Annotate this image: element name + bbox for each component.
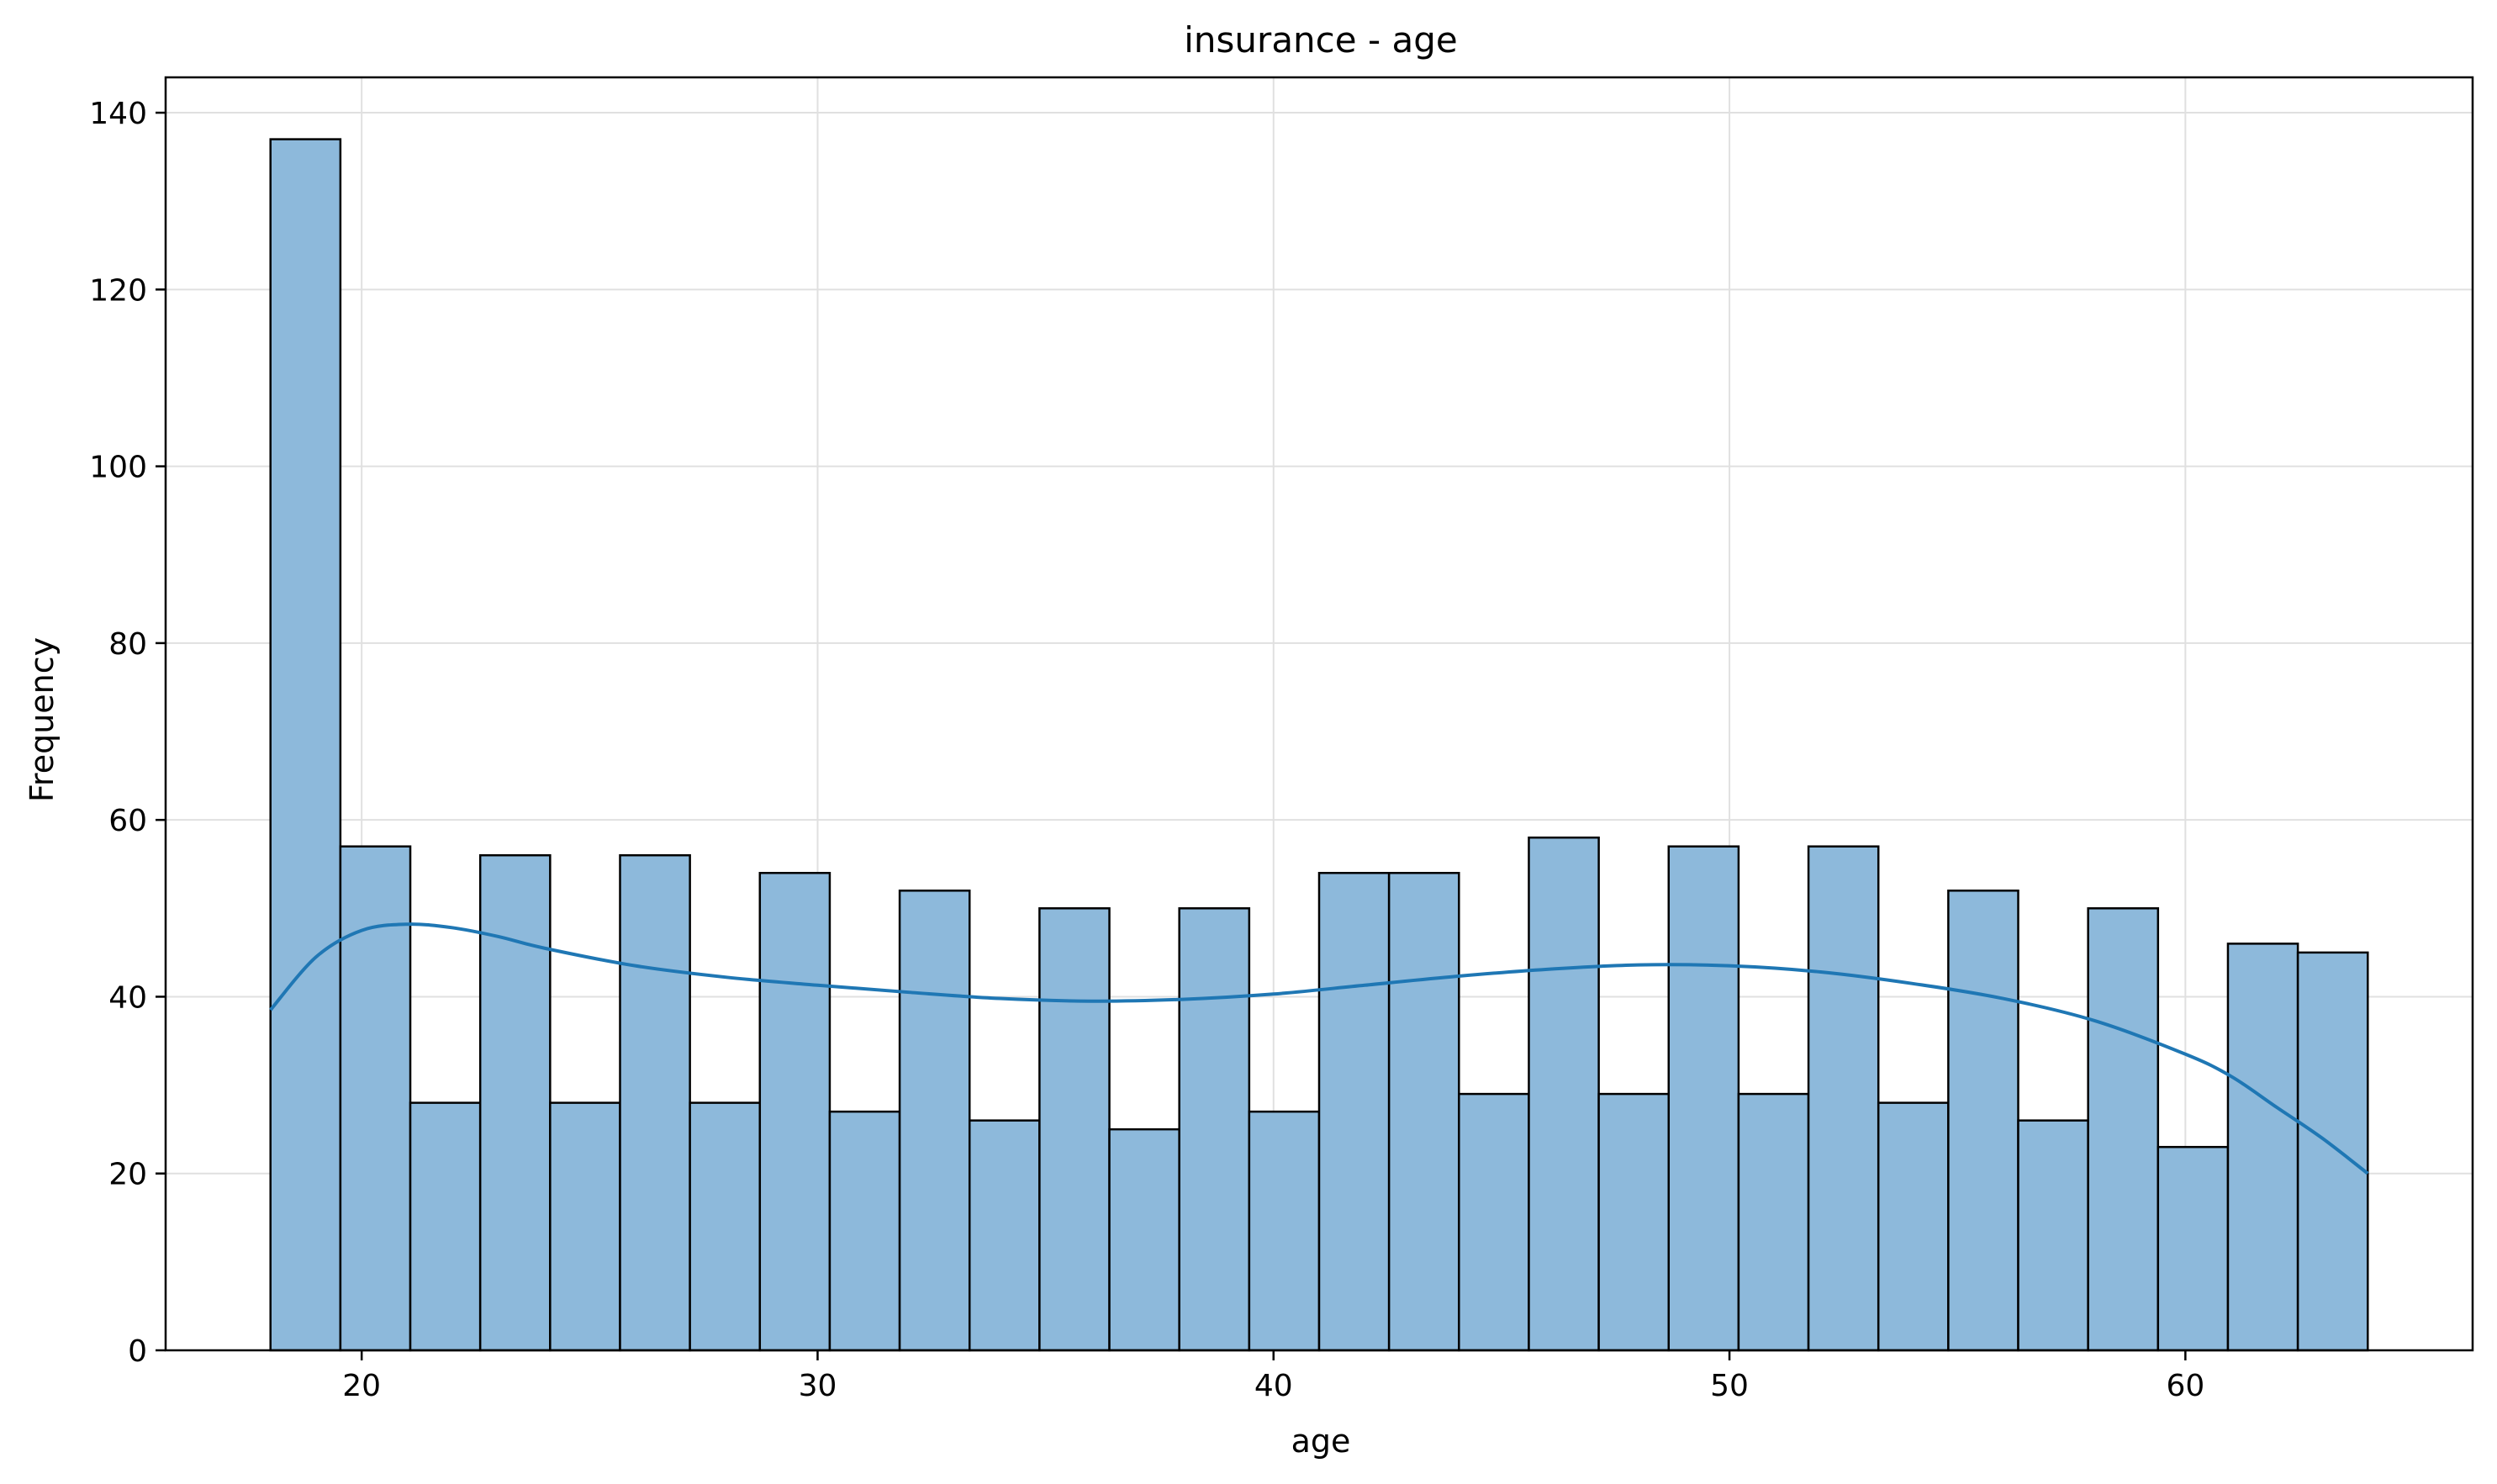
histogram-bar — [1877, 1101, 1950, 1352]
histogram-bar — [1807, 845, 1880, 1352]
histogram-bar — [1317, 872, 1391, 1352]
histogram-bar — [1667, 845, 1740, 1352]
histogram-bar — [1597, 1092, 1671, 1352]
histogram-bar — [828, 1110, 901, 1352]
histogram-bar — [758, 872, 831, 1352]
histogram-bar — [898, 890, 971, 1352]
y-tick-label: 0 — [128, 1334, 147, 1369]
x-tick-label: 20 — [342, 1369, 381, 1403]
y-tick-label: 60 — [108, 804, 147, 838]
x-axis-label: age — [1291, 1423, 1351, 1460]
histogram-bar — [549, 1101, 621, 1352]
axis-ticks: 20 30 40 50 60 0 20 40 60 80 100 120 140 — [89, 97, 2204, 1403]
histogram-bar — [1248, 1110, 1321, 1352]
histogram-bar — [339, 845, 412, 1352]
histogram-bar — [619, 853, 691, 1352]
plot-frame — [164, 76, 2474, 1352]
chart-title: insurance - age — [1184, 19, 1457, 61]
histogram-bar — [1737, 1092, 1810, 1352]
y-tick-label: 80 — [108, 627, 147, 662]
histogram-bar — [1458, 1092, 1530, 1352]
histogram-bar — [2226, 943, 2299, 1352]
histogram-bar — [968, 1119, 1041, 1352]
histogram-bar — [1528, 836, 1600, 1352]
histogram-bar — [2017, 1119, 2089, 1352]
y-tick-label: 100 — [89, 451, 147, 485]
y-tick-label: 40 — [108, 980, 147, 1015]
histogram-bar — [2087, 907, 2160, 1352]
histogram-bar — [269, 138, 342, 1352]
histogram-bar — [1038, 907, 1111, 1352]
histogram-bar — [1108, 1128, 1180, 1352]
y-axis-label: Frequency — [24, 637, 61, 802]
bars — [269, 138, 2369, 1352]
y-tick-label: 120 — [89, 273, 147, 308]
y-tick-label: 140 — [89, 97, 147, 131]
histogram-bar — [2296, 951, 2369, 1352]
histogram-bar — [1387, 872, 1460, 1352]
x-tick-label: 40 — [1254, 1369, 1293, 1403]
histogram-bar — [2156, 1145, 2230, 1352]
x-tick-label: 30 — [799, 1369, 837, 1403]
x-tick-label: 60 — [2166, 1369, 2204, 1403]
histogram-bar — [1178, 907, 1251, 1352]
histogram-bar — [689, 1101, 762, 1352]
histogram-bar — [1947, 890, 2019, 1352]
y-tick-label: 20 — [108, 1158, 147, 1192]
histogram-bar — [409, 1101, 482, 1352]
histogram-bar — [478, 853, 552, 1352]
x-tick-label: 50 — [1710, 1369, 1749, 1403]
kde-line — [269, 922, 2369, 1175]
